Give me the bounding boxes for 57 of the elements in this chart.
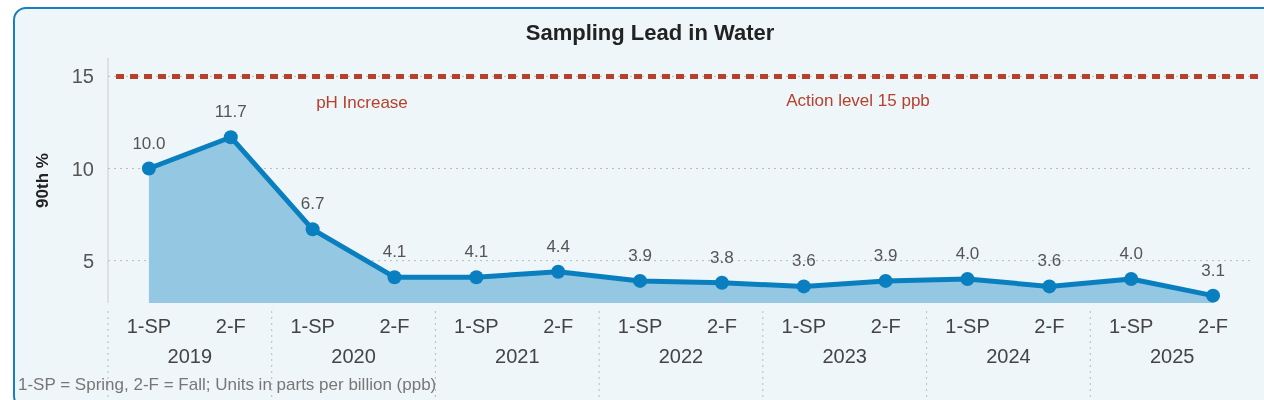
x-tick-label: 1-SP bbox=[1108, 315, 1154, 337]
x-tick-label: 1-SP bbox=[945, 315, 990, 337]
x-tick-label: 2-F bbox=[379, 315, 410, 337]
text: 1-SP = Spring, 2-F = Fall; Units in parts per billion (ppb) bbox=[18, 375, 437, 394]
point bbox=[469, 270, 484, 285]
ref-line-label: Action level 15 ppb bbox=[786, 91, 930, 111]
x-tick-label: 2-F bbox=[1034, 315, 1065, 337]
x-tick-label: 1-SP bbox=[126, 315, 172, 337]
point bbox=[878, 273, 893, 288]
text: 2023 bbox=[822, 345, 867, 367]
data-label: 3.8 bbox=[710, 247, 734, 267]
x-tick-label: 2-F bbox=[870, 315, 901, 337]
y-tick-label: 15 bbox=[71, 65, 94, 88]
data-label: 6.7 bbox=[300, 194, 325, 214]
point bbox=[551, 264, 566, 279]
x-tick-label: 1-SP bbox=[617, 315, 663, 337]
data-label: 4.0 bbox=[1119, 244, 1144, 264]
x-tick-label: 1-SP bbox=[781, 315, 827, 337]
text: 2019 bbox=[167, 345, 213, 367]
data-label: 3.6 bbox=[791, 251, 816, 271]
text: 2021 bbox=[495, 345, 540, 367]
text: 2022 bbox=[658, 345, 704, 367]
data-label: 4.1 bbox=[464, 242, 489, 262]
text: 2020 bbox=[331, 345, 376, 367]
data-label: 4.1 bbox=[382, 242, 407, 262]
y-axis-title: 90th % bbox=[33, 153, 52, 208]
text: 2025 bbox=[1149, 345, 1195, 367]
y-tick-label: 10 bbox=[71, 157, 94, 180]
point bbox=[714, 275, 729, 290]
data-label: 3.1 bbox=[1201, 260, 1225, 280]
point bbox=[305, 222, 320, 237]
data-label: 11.7 bbox=[214, 102, 247, 122]
y-tick-label: 5 bbox=[82, 249, 94, 272]
point bbox=[223, 130, 238, 145]
chart-title: Sampling Lead in Water bbox=[525, 20, 775, 45]
x-tick-label: 1-SP bbox=[454, 315, 499, 337]
data-label: 3.9 bbox=[873, 245, 898, 265]
text: 2024 bbox=[986, 345, 1031, 367]
data-label: 3.6 bbox=[1037, 251, 1062, 271]
point bbox=[1124, 272, 1139, 287]
data-label: 4.4 bbox=[546, 236, 571, 256]
x-tick-label: 2-F bbox=[543, 315, 574, 337]
x-tick-label: 2-F bbox=[1198, 315, 1229, 337]
data-label: 3.9 bbox=[628, 245, 652, 265]
data-label: 4.0 bbox=[955, 244, 980, 264]
point bbox=[960, 272, 975, 287]
point bbox=[1042, 279, 1057, 294]
data-label: 10.0 bbox=[132, 133, 166, 153]
annotation: pH Increase bbox=[316, 93, 408, 112]
x-tick-label: 2-F bbox=[215, 315, 246, 337]
point bbox=[1206, 288, 1221, 303]
x-tick-label: 1-SP bbox=[290, 315, 335, 337]
point bbox=[796, 279, 811, 294]
x-tick-label: 2-F bbox=[706, 315, 737, 337]
point bbox=[387, 270, 402, 285]
point bbox=[141, 161, 156, 176]
point bbox=[633, 273, 648, 288]
